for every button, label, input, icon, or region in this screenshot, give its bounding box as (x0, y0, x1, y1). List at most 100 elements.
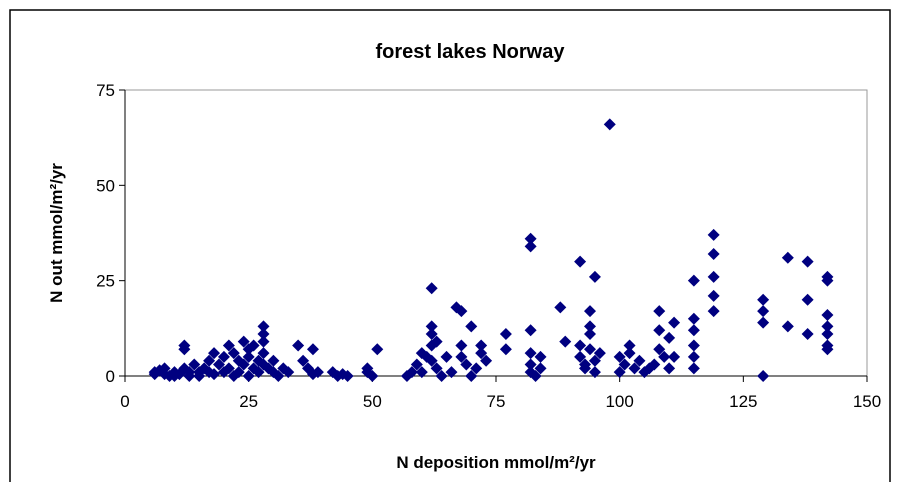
point (821, 328, 834, 341)
point (707, 247, 720, 260)
point (257, 320, 270, 333)
point (524, 324, 537, 337)
point (687, 274, 700, 287)
point (583, 328, 596, 341)
point (588, 366, 601, 379)
point (455, 339, 468, 352)
point (653, 324, 666, 337)
point (306, 343, 319, 356)
point (707, 228, 720, 241)
y-tick-label: 0 (106, 367, 115, 386)
point (757, 293, 770, 306)
point (687, 312, 700, 325)
point (757, 316, 770, 329)
point (653, 305, 666, 318)
point (583, 305, 596, 318)
point (653, 343, 666, 356)
point (425, 282, 438, 295)
point (757, 305, 770, 318)
point (588, 270, 601, 283)
point (663, 362, 676, 375)
point (524, 347, 537, 360)
point (583, 343, 596, 356)
point (801, 328, 814, 341)
point (821, 308, 834, 321)
point (707, 270, 720, 283)
point (232, 366, 245, 379)
point (668, 350, 681, 363)
point (222, 362, 235, 375)
point (188, 358, 201, 371)
point (687, 339, 700, 352)
point (593, 347, 606, 360)
point (529, 370, 542, 382)
point (212, 358, 225, 371)
point (480, 354, 493, 367)
point (475, 339, 488, 352)
point (821, 274, 834, 287)
point (623, 347, 636, 360)
point (208, 347, 221, 360)
point (237, 335, 250, 348)
point (554, 301, 567, 314)
point (435, 370, 448, 382)
point (292, 339, 305, 352)
point (470, 362, 483, 375)
point (757, 370, 770, 382)
point (158, 362, 171, 375)
point (405, 366, 418, 379)
point (781, 320, 794, 333)
point (781, 251, 794, 264)
point (257, 328, 270, 341)
point (579, 362, 592, 375)
point (613, 366, 626, 379)
point (440, 350, 453, 363)
point (430, 335, 443, 348)
point (193, 370, 206, 382)
point (648, 358, 661, 371)
point (203, 354, 216, 367)
point (366, 370, 379, 382)
point (415, 366, 428, 379)
point (534, 362, 547, 375)
point (668, 316, 681, 329)
point (707, 305, 720, 318)
point (455, 350, 468, 363)
point (410, 358, 423, 371)
point (499, 328, 512, 341)
point (687, 350, 700, 363)
point (559, 335, 572, 348)
point (633, 354, 646, 367)
point (524, 240, 537, 253)
point (242, 370, 255, 382)
x-tick-label: 125 (729, 392, 757, 411)
point (499, 343, 512, 356)
x-tick-label: 150 (853, 392, 881, 411)
point (465, 320, 478, 333)
point (583, 320, 596, 333)
point (534, 350, 547, 363)
point (247, 339, 260, 352)
point (341, 370, 354, 382)
point (282, 366, 295, 379)
x-tick-label: 25 (239, 392, 258, 411)
point (267, 354, 280, 367)
point (297, 354, 310, 367)
point (272, 370, 285, 382)
point (217, 350, 230, 363)
point (227, 347, 240, 360)
point (687, 324, 700, 337)
point (574, 255, 587, 268)
point (425, 328, 438, 341)
point (425, 320, 438, 333)
point (257, 335, 270, 348)
point (801, 293, 814, 306)
point (257, 347, 270, 360)
plot-area (124, 89, 868, 377)
point (658, 350, 671, 363)
point (237, 358, 250, 371)
point (613, 350, 626, 363)
point (475, 347, 488, 360)
point (445, 366, 458, 379)
